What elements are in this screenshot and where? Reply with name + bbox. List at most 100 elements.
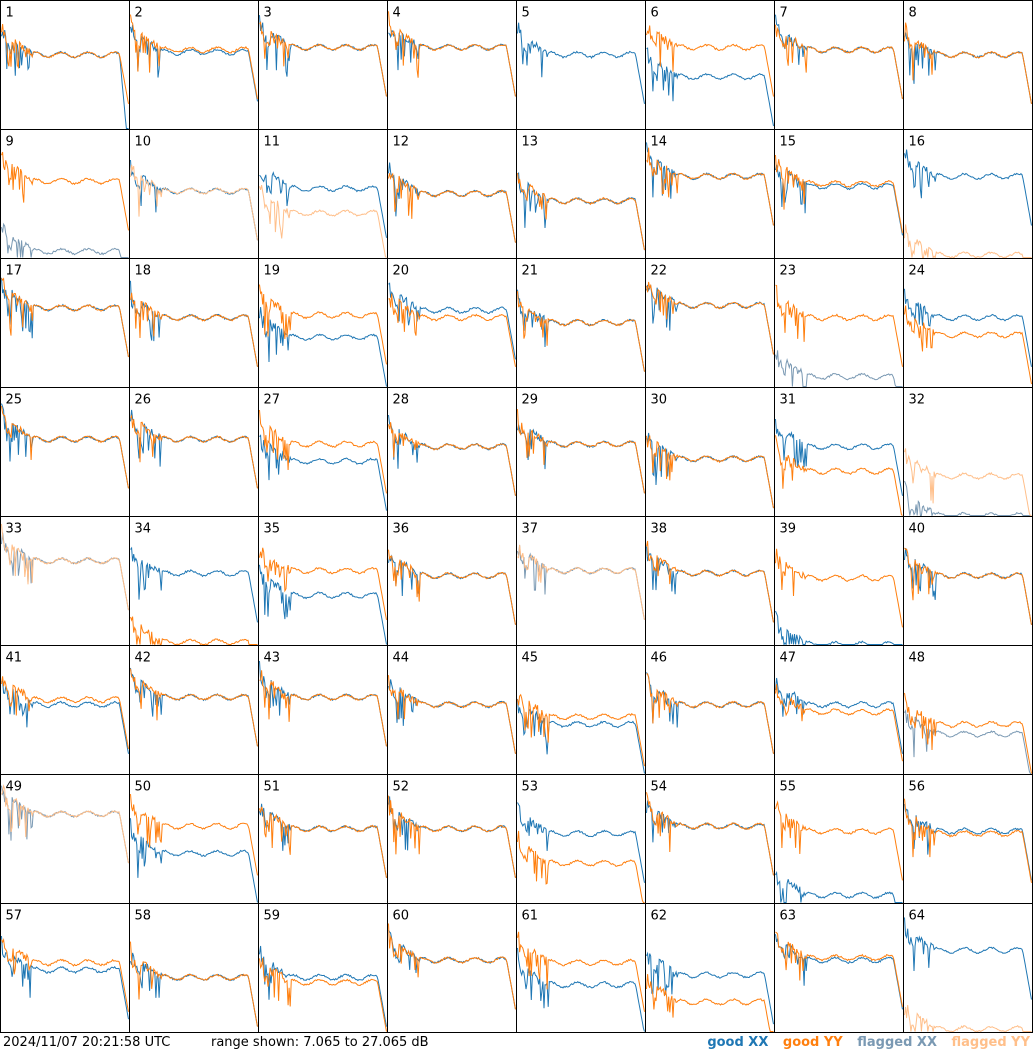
series-good-yy: [646, 792, 774, 876]
panel-62: 62: [645, 903, 775, 1033]
series-flagged-xx: [775, 350, 903, 387]
panel-label: 6: [651, 6, 659, 21]
panel-label: 2: [135, 6, 143, 21]
series-flagged-yy: [904, 448, 1032, 516]
series-good-yy: [130, 668, 258, 747]
series-good-yy: [646, 435, 774, 509]
series-good-xx: [388, 162, 516, 243]
series-flagged-xx: [517, 545, 645, 620]
panel-label: 41: [6, 651, 23, 666]
panel-50: 50: [129, 774, 259, 904]
series-good-yy: [130, 941, 258, 1027]
panel-label: 7: [780, 6, 788, 21]
panel-20: 20: [387, 258, 517, 388]
series-good-xx: [646, 432, 774, 509]
series-good-yy: [517, 693, 645, 767]
series-good-yy: [646, 281, 774, 355]
series-good-yy: [130, 14, 258, 100]
panel-28: 28: [387, 387, 517, 517]
panel-label: 50: [135, 780, 152, 795]
panel-label: 12: [393, 135, 410, 150]
series-good-yy: [388, 549, 516, 625]
panel-22: 22: [645, 258, 775, 388]
series-good-xx: [388, 30, 516, 97]
panel-label: 8: [909, 6, 917, 21]
series-flagged-xx: [1, 222, 129, 258]
series-good-xx: [517, 172, 645, 251]
series-good-xx: [775, 14, 903, 100]
panel-37: 37: [516, 516, 646, 646]
panel-frame: [516, 0, 646, 130]
series-good-yy: [259, 670, 387, 747]
panel-1: 1: [0, 0, 130, 130]
panel-label: 44: [393, 651, 410, 666]
panel-64: 64: [903, 903, 1033, 1033]
series-good-yy: [388, 293, 516, 367]
series-good-yy: [259, 284, 387, 365]
panel-12: 12: [387, 129, 517, 259]
panel-label: 40: [909, 522, 926, 537]
panel-label: 19: [264, 264, 281, 279]
panel-59: 59: [258, 903, 388, 1033]
panel-53: 53: [516, 774, 646, 904]
series-good-xx: [646, 546, 774, 623]
series-good-yy: [1, 676, 129, 749]
series-good-yy: [646, 25, 774, 97]
panel-frame: [774, 0, 904, 130]
timestamp: 2024/11/07 20:21:58 UTC: [3, 1035, 171, 1050]
series-good-xx: [517, 424, 645, 494]
series-good-yy: [775, 548, 903, 628]
panel-label: 32: [909, 393, 926, 408]
series-good-yy: [130, 616, 258, 647]
series-good-xx: [1, 935, 129, 1020]
series-good-xx: [259, 434, 387, 511]
panel-label: 55: [780, 780, 797, 795]
series-good-yy: [259, 806, 387, 878]
panel-label: 16: [909, 135, 926, 150]
series-good-xx: [1, 277, 129, 358]
series-good-xx: [775, 164, 903, 236]
panel-19: 19: [258, 258, 388, 388]
series-good-xx: [259, 564, 387, 645]
panel-label: 35: [264, 522, 281, 537]
series-good-xx: [130, 546, 258, 623]
series-good-xx: [130, 24, 258, 102]
panel-45: 45: [516, 645, 646, 775]
series-flagged-yy: [904, 1004, 1032, 1033]
series-good-yy: [259, 21, 387, 97]
series-flagged-yy: [130, 164, 258, 241]
series-good-yy: [517, 409, 645, 494]
panel-label: 62: [651, 909, 668, 924]
panel-26: 26: [129, 387, 259, 517]
panel-10: 10: [129, 129, 259, 259]
series-good-xx: [259, 803, 387, 878]
series-good-xx: [259, 171, 387, 238]
series-good-yy: [1, 24, 129, 104]
series-good-yy: [775, 24, 903, 100]
series-good-xx: [517, 22, 645, 104]
panel-label: 59: [264, 909, 281, 924]
legend-flagged-yy: flagged YY: [951, 1035, 1031, 1050]
series-flagged-yy: [517, 544, 645, 620]
panel-label: 60: [393, 909, 410, 924]
panel-label: 13: [522, 135, 539, 150]
series-good-yy: [130, 414, 258, 489]
panel-label: 51: [264, 780, 281, 795]
panel-label: 27: [264, 393, 281, 408]
series-good-yy: [388, 422, 516, 496]
panel-label: 45: [522, 651, 539, 666]
series-good-xx: [904, 288, 1032, 367]
series-good-yy: [904, 22, 1032, 104]
series-good-yy: [388, 795, 516, 878]
panel-7: 7: [774, 0, 904, 130]
panel-4: 4: [387, 0, 517, 130]
panel-label: 24: [909, 264, 926, 279]
panel-label: 57: [6, 909, 23, 924]
legend-good-yy: good YY: [782, 1035, 843, 1050]
panel-40: 40: [903, 516, 1033, 646]
panel-48: 48: [903, 645, 1033, 775]
panel-52: 52: [387, 774, 517, 904]
series-good-yy: [775, 154, 903, 233]
panel-label: 46: [651, 651, 668, 666]
panel-label: 42: [135, 651, 152, 666]
